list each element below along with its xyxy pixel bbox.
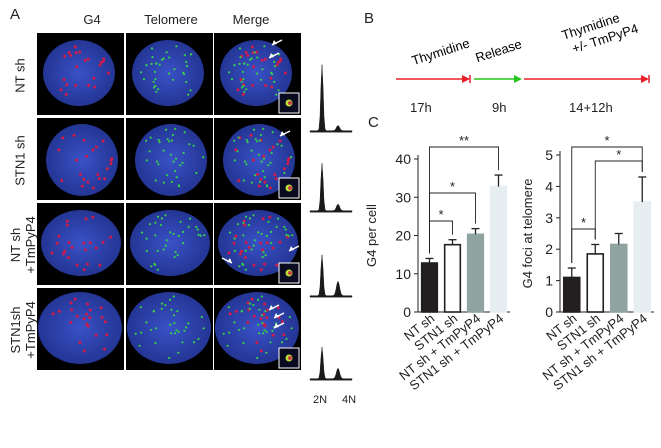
y-tick-label: 20 xyxy=(395,228,411,244)
bar-1 xyxy=(420,262,439,313)
significance-label: * xyxy=(616,147,621,162)
micrograph-row3-merge xyxy=(214,203,301,285)
step-duration-17h: 17h xyxy=(410,100,432,115)
bar-1 xyxy=(562,276,581,313)
panel-a-letter: A xyxy=(10,6,21,23)
significance-label: * xyxy=(581,215,586,230)
bar-4 xyxy=(633,201,652,313)
bar-3 xyxy=(609,243,628,313)
y-tick-label: 0 xyxy=(403,304,411,320)
y-axis-label: G4 foci at telomere xyxy=(520,179,535,289)
micrograph-row4-merge xyxy=(214,288,301,370)
significance-label: * xyxy=(450,179,455,194)
bar-2 xyxy=(443,243,462,313)
micrograph-row1-telomere xyxy=(126,33,213,115)
y-tick-label: 40 xyxy=(395,151,411,167)
y-tick-label: 10 xyxy=(395,266,411,282)
bar-2 xyxy=(586,253,605,313)
column-title-telomere: Telomere xyxy=(144,12,198,27)
micrograph-row3-telomere xyxy=(126,203,213,285)
y-tick-label: 2 xyxy=(545,241,553,257)
micrograph-row2-merge xyxy=(214,118,301,200)
significance-bracket xyxy=(429,146,499,254)
panel-b-letter: B xyxy=(364,10,375,27)
micrograph-row1-g4 xyxy=(37,33,124,115)
micrograph-row2-telomere xyxy=(126,118,213,200)
row-label-stn1-sh-tmpyp4: STN1sh +TmPyP4 xyxy=(8,301,38,359)
row-label-stn1-sh: STN1 sh xyxy=(12,135,28,186)
y-tick-label: 5 xyxy=(545,147,553,163)
timeline-arrow-end xyxy=(641,75,649,83)
column-title-g4: G4 xyxy=(83,12,101,27)
micrograph-row1-merge xyxy=(214,33,301,115)
row-label-nt-sh-tmpyp4: NT sh +TmPyP4 xyxy=(8,216,38,274)
y-tick-label: 1 xyxy=(545,273,553,289)
significance-label: * xyxy=(438,207,443,222)
y-tick-label: 0 xyxy=(545,304,553,320)
significance-label: ** xyxy=(459,135,469,148)
micrograph-row4-telomere xyxy=(126,288,213,370)
bar-3 xyxy=(466,233,485,313)
y-tick-label: 30 xyxy=(395,189,411,205)
timeline-diagram: Thymidine Release Thymidine +/- TmPyP4 xyxy=(396,10,650,83)
dna-histogram-row2 xyxy=(309,163,353,213)
dna-histogram-row3 xyxy=(309,254,353,298)
step-duration-9h: 9h xyxy=(492,100,507,115)
ploidy-label-4n: 4N xyxy=(342,394,357,406)
micrograph-row4-g4 xyxy=(37,288,124,370)
micrograph-row2-g4 xyxy=(37,118,124,200)
dna-histogram-row4 xyxy=(309,346,353,381)
y-tick-label: 3 xyxy=(545,210,553,226)
ploidy-label-2n: 2N xyxy=(313,394,328,406)
y-tick-label: 4 xyxy=(545,178,553,194)
step-label-thymidine: Thymidine xyxy=(410,35,472,68)
step-duration-14-12h: 14+12h xyxy=(569,100,613,115)
bar-4 xyxy=(489,185,508,313)
panel-c-letter: C xyxy=(368,114,379,131)
step-label-release: Release xyxy=(474,36,524,65)
timeline-arrow-thymidine xyxy=(462,75,470,83)
row-label-nt-sh: NT sh xyxy=(12,58,28,93)
significance-label: * xyxy=(604,135,609,148)
dna-histogram-row1 xyxy=(309,64,353,133)
y-axis-label: G4 per cell xyxy=(364,204,379,267)
significance-bracket xyxy=(571,146,643,264)
timeline-arrow-release xyxy=(514,75,522,83)
column-title-merge: Merge xyxy=(232,12,270,27)
micrograph-row3-g4 xyxy=(37,203,124,285)
